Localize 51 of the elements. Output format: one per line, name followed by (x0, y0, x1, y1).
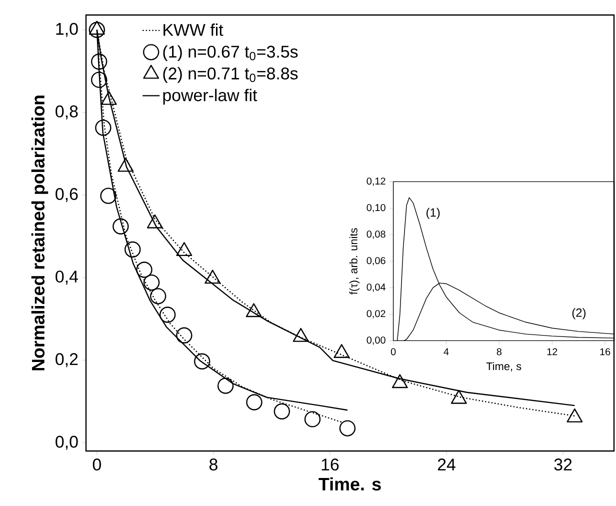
y-tick-label: 0,12 (366, 178, 386, 186)
y-tick-label: 0,00 (366, 336, 386, 345)
y-tick-label: 0,0 (56, 436, 78, 450)
legend-label: power-law fit (163, 88, 258, 105)
x-tick-label: 0 (92, 458, 101, 471)
point (217, 378, 234, 394)
point (91, 54, 108, 70)
point (124, 241, 141, 258)
x-tick-label: 8 (209, 458, 218, 471)
legend-label: (1) n=0.67 t$_{0}$=3.5s (163, 45, 298, 62)
x-tick-label: 24 (438, 458, 456, 470)
x-tick-label: 16 (600, 348, 610, 356)
y-tick-label: 1,0 (56, 22, 78, 37)
point (159, 306, 176, 323)
point (95, 120, 112, 136)
annotation: (2) (572, 308, 586, 320)
x-axis-title: Time. s (318, 477, 381, 491)
point (88, 22, 106, 38)
point (100, 188, 116, 204)
x-tick-label: 0 (390, 348, 396, 356)
point (176, 327, 192, 344)
y-tick-label: 0,06 (366, 257, 386, 266)
point (136, 262, 152, 278)
annotation: (1) (426, 208, 440, 220)
point (304, 411, 321, 428)
point (143, 274, 160, 291)
y-axis-title: f(τ), arb. units (349, 228, 360, 294)
y-tick-label: 0,2 (56, 353, 78, 368)
x-tick-label: 12 (547, 348, 558, 356)
y-axis-title: Normalized retained polarization (31, 96, 48, 370)
point (112, 218, 129, 234)
point (246, 394, 262, 410)
x-tick-label: 8 (496, 348, 502, 356)
point (274, 403, 290, 420)
legend-label: (2) n=0.71 t$_{0}$=8.8s (163, 67, 298, 83)
point (91, 72, 108, 88)
point (150, 288, 166, 304)
point (339, 420, 356, 436)
y-tick-label: 0,04 (366, 284, 386, 292)
y-tick-label: 0,10 (366, 204, 386, 212)
y-tick-label: 0,4 (56, 270, 78, 285)
y-tick-label: 0,08 (366, 230, 386, 239)
legend-label: KWW fit (164, 24, 224, 36)
x-axis-title: Time, s (486, 362, 522, 372)
y-tick-label: 0,8 (56, 105, 78, 120)
y-tick-label: 0,02 (366, 310, 386, 318)
x-tick-label: 16 (322, 458, 339, 471)
x-tick-label: 4 (444, 348, 449, 356)
y-tick-label: 0,6 (56, 188, 78, 202)
point (194, 353, 210, 370)
x-tick-label: 32 (554, 458, 572, 471)
